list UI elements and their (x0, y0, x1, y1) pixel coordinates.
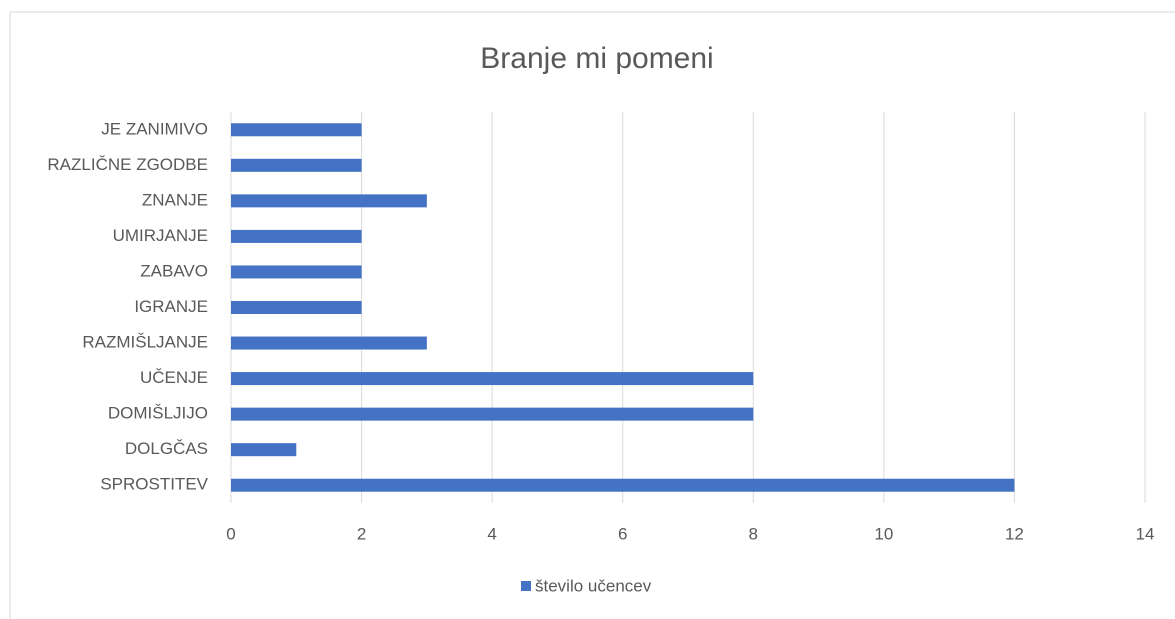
bar (231, 336, 427, 350)
x-tick-label: 14 (1136, 524, 1155, 543)
y-tick-label: DOMIŠLJIJO (108, 404, 208, 423)
x-tick-label: 2 (357, 524, 366, 543)
chart-border (9, 11, 1175, 619)
y-tick-label: UČENJE (140, 368, 208, 387)
x-tick-label: 4 (487, 524, 496, 543)
x-tick-label: 8 (749, 524, 758, 543)
y-tick-label: RAZMIŠLJANJE (82, 333, 208, 352)
bar (231, 158, 362, 172)
x-tick-label: 6 (618, 524, 627, 543)
bar (231, 478, 1015, 492)
y-tick-label: IGRANJE (134, 297, 208, 316)
chart-title: Branje mi pomeni (480, 42, 713, 75)
x-tick-label: 12 (1005, 524, 1024, 543)
y-tick-label: ZABAVO (140, 261, 208, 280)
bar (231, 229, 362, 243)
bar (231, 443, 297, 457)
y-tick-label: ZNANJE (142, 190, 208, 209)
legend-label: število učencev (535, 576, 652, 595)
x-tick-label: 10 (874, 524, 893, 543)
bar (231, 372, 754, 386)
bar (231, 123, 362, 137)
bar (231, 407, 754, 421)
bar (231, 265, 362, 279)
x-tick-label: 0 (226, 524, 235, 543)
y-tick-label: RAZLIČNE ZGODBE (47, 155, 208, 174)
y-tick-label: UMIRJANJE (113, 226, 208, 245)
y-tick-label: JE ZANIMIVO (101, 119, 208, 138)
legend-swatch (521, 581, 531, 591)
y-tick-label: DOLGČAS (125, 439, 208, 458)
bar (231, 194, 427, 208)
bar (231, 301, 362, 314)
y-tick-label: SPROSTITEV (100, 475, 208, 494)
